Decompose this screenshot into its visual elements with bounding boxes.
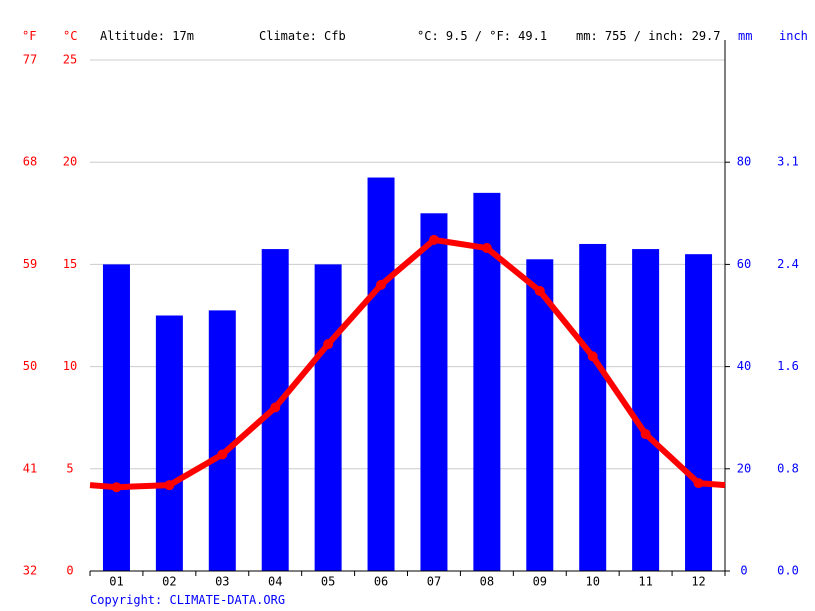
precipitation-bar-12 xyxy=(685,254,713,571)
x-tick-label-04: 04 xyxy=(268,575,282,589)
y-left-fahrenheit-tick-label: 59 xyxy=(23,257,37,271)
x-tick-label-06: 06 xyxy=(374,575,388,589)
x-tick-label-11: 11 xyxy=(638,575,652,589)
mm-unit-label: mm xyxy=(738,29,752,43)
y-right-inch-tick-label: 0.0 xyxy=(777,564,799,578)
temperature-point-02 xyxy=(164,480,175,491)
x-tick-label-12: 12 xyxy=(691,575,705,589)
temperature-point-11 xyxy=(640,429,651,440)
y-left-fahrenheit-tick-label: 41 xyxy=(23,461,37,475)
y-right-mm-tick-label: 40 xyxy=(737,359,751,373)
y-right-mm-tick-label: 0 xyxy=(740,564,747,578)
precipitation-bar-07 xyxy=(420,213,448,572)
y-left-celsius-tick-label: 5 xyxy=(66,461,73,475)
x-tick-label-05: 05 xyxy=(321,575,335,589)
precipitation-bar-11 xyxy=(632,249,660,571)
y-left-celsius-tick-label: 0 xyxy=(66,564,73,578)
precipitation-bar-06 xyxy=(367,177,395,571)
y-left-fahrenheit-tick-label: 50 xyxy=(23,359,37,373)
temperature-point-01 xyxy=(111,482,122,493)
x-tick-label-10: 10 xyxy=(585,575,599,589)
y-right-inch-tick-label: 2.4 xyxy=(777,257,799,271)
x-tick-label-02: 02 xyxy=(162,575,176,589)
temperature-point-07 xyxy=(428,234,439,245)
precipitation-bar-10 xyxy=(579,243,607,571)
precipitation-bar-03 xyxy=(208,310,236,571)
y-right-inch-tick-label: 3.1 xyxy=(777,155,799,169)
precipitation-bar-01 xyxy=(102,264,130,571)
x-tick-label-07: 07 xyxy=(427,575,441,589)
y-left-celsius-tick-label: 10 xyxy=(63,359,77,373)
x-tick-label-01: 01 xyxy=(109,575,123,589)
y-left-fahrenheit-tick-label: 32 xyxy=(23,564,37,578)
y-left-fahrenheit-tick-label: 77 xyxy=(23,53,37,67)
y-left-celsius-tick-label: 25 xyxy=(63,53,77,67)
temperature-point-06 xyxy=(376,279,387,290)
y-right-inch-tick-label: 1.6 xyxy=(777,359,799,373)
fahrenheit-unit-label: °F xyxy=(22,29,36,43)
temperature-point-08 xyxy=(481,243,492,254)
copyright-text: Copyright: CLIMATE-DATA.ORG xyxy=(90,593,285,607)
total-precipitation-text: mm: 755 / inch: 29.7 xyxy=(576,29,721,43)
temperature-point-04 xyxy=(270,402,281,413)
precipitation-bar-02 xyxy=(155,315,183,571)
y-left-celsius-tick-label: 15 xyxy=(63,257,77,271)
y-right-inch-tick-label: 0.8 xyxy=(777,461,799,475)
inch-unit-label: inch xyxy=(779,29,808,43)
x-tick-label-03: 03 xyxy=(215,575,229,589)
temperature-point-09 xyxy=(534,285,545,296)
x-tick-label-08: 08 xyxy=(480,575,494,589)
y-right-mm-tick-label: 80 xyxy=(737,155,751,169)
y-right-mm-tick-label: 20 xyxy=(737,461,751,475)
climate-class-text: Climate: Cfb xyxy=(259,29,346,43)
x-tick-label-09: 09 xyxy=(533,575,547,589)
precipitation-bars xyxy=(102,177,713,572)
altitude-text: Altitude: 17m xyxy=(100,29,194,43)
tick-labels: 32 0 41 5 50 10 59 15 68 20 77 25 0 0.0 20 0.8 40 1.6 60 2.… xyxy=(23,53,799,589)
precipitation-bar-09 xyxy=(526,259,554,571)
temperature-point-12 xyxy=(693,478,704,489)
precipitation-bar-05 xyxy=(314,264,342,571)
temperature-point-10 xyxy=(587,351,598,362)
y-right-mm-tick-label: 60 xyxy=(737,257,751,271)
temperature-point-05 xyxy=(323,339,334,350)
celsius-unit-label: °C xyxy=(63,29,77,43)
temperature-line xyxy=(89,234,726,493)
temperature-point-03 xyxy=(217,449,228,460)
y-left-fahrenheit-tick-label: 68 xyxy=(23,155,37,169)
average-temperature-text: °C: 9.5 / °F: 49.1 xyxy=(417,29,547,43)
temperature-line-path xyxy=(89,236,726,491)
y-left-celsius-tick-label: 20 xyxy=(63,155,77,169)
